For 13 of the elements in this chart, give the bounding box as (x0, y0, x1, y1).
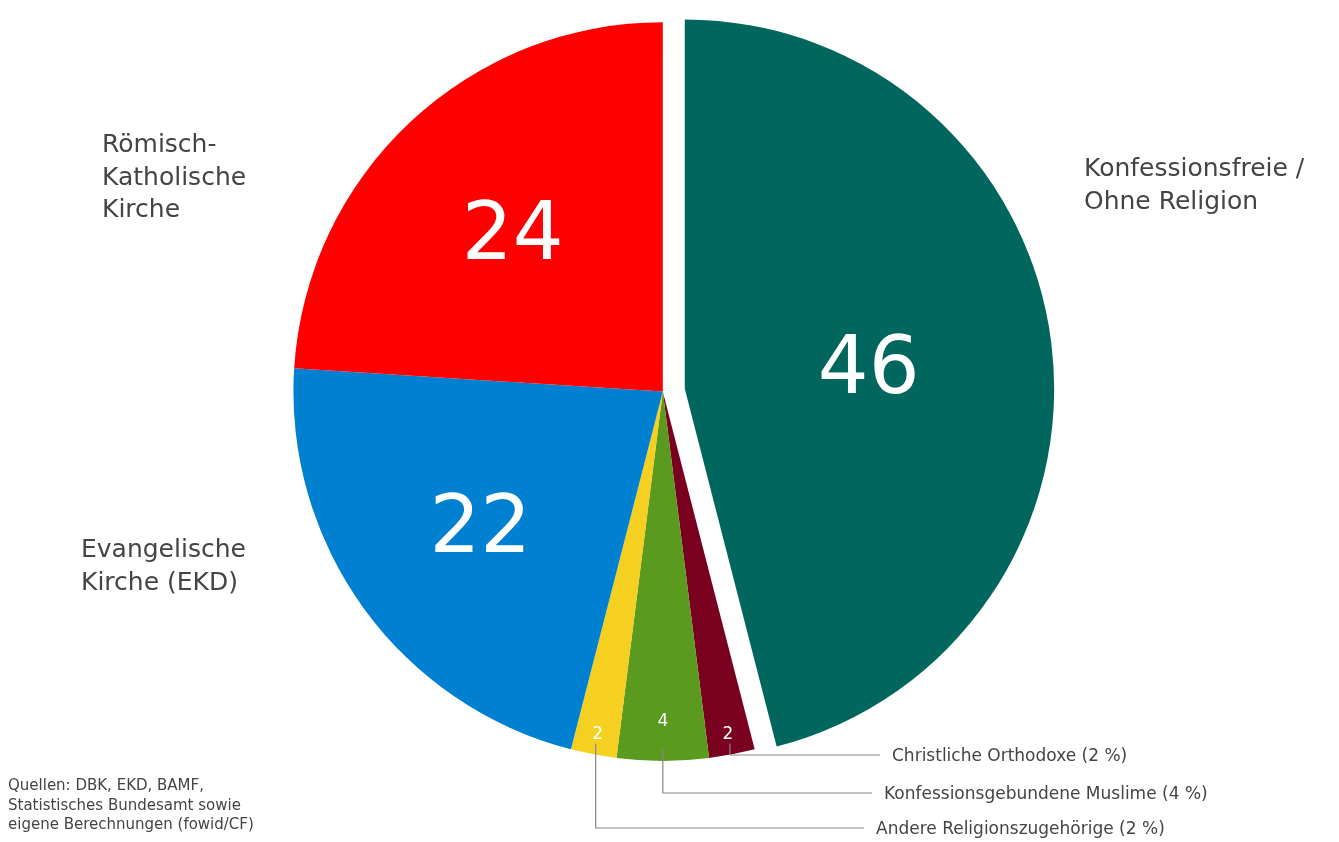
slice-label: Andere Religionszugehörige (2 %) (876, 818, 1165, 838)
data-label: 4 (657, 709, 669, 730)
data-label: 24 (461, 185, 564, 279)
source-note: Quellen: DBK, EKD, BAMF, Statistisches Bundesamt sowie eigene Berechnungen (fowid/CF) (8, 776, 254, 833)
slice-label: Römisch-Katholische Kirche (102, 129, 247, 223)
slice-label: Konfessionsgebundene Muslime (4 %) (884, 783, 1208, 803)
slice-label: Evangelische Kirche (EKD) (81, 534, 246, 596)
slice-label: Christliche Orthodoxe (2 %) (892, 745, 1128, 765)
data-label: 22 (429, 477, 532, 571)
slice-label: Konfessionsfreie / Ohne Religion (1084, 153, 1305, 215)
data-label: 2 (722, 722, 734, 743)
data-label: 46 (817, 319, 920, 413)
data-label: 2 (592, 722, 604, 743)
